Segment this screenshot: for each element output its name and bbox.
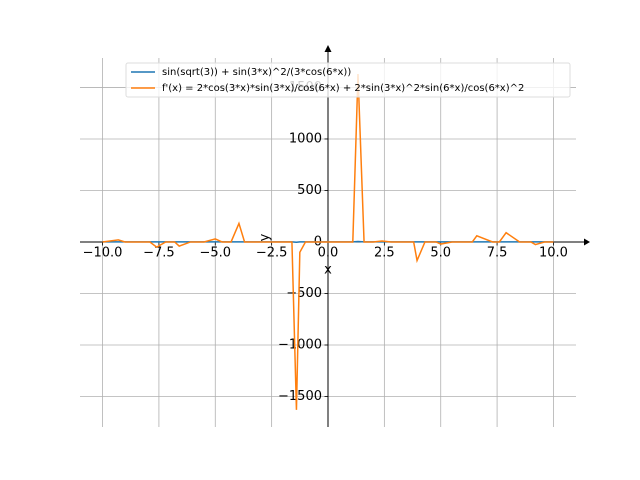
legend-box (125, 62, 571, 98)
x-tick-label: −2.5 (256, 245, 288, 260)
x-arrow (584, 238, 590, 246)
x-tick-label: 10.0 (539, 245, 568, 260)
x-axis-label: x (324, 262, 332, 277)
legend-label: sin(sqrt(3)) + sin(3*x)^2/(3*cos(6*x)) (162, 67, 351, 78)
legend-label: f'(x) = 2*cos(3*x)*sin(3*x)/cos(6*x) + 2… (162, 83, 524, 94)
x-tick-label: 2.5 (374, 245, 395, 260)
y-tick-label: −1000 (278, 337, 322, 352)
y-tick-label: −1500 (278, 389, 322, 404)
legend: sin(sqrt(3)) + sin(3*x)^2/(3*cos(6*x)) f'… (125, 62, 571, 98)
y-arrow (324, 45, 332, 52)
y-axis-label: y (258, 233, 273, 241)
x-tick-label: −10.0 (83, 245, 123, 260)
y-tick-label: 1000 (289, 131, 322, 146)
y-tick-label: −500 (286, 286, 322, 301)
x-tick-label: −7.5 (143, 245, 175, 260)
series-line (102, 74, 554, 410)
x-tick-label: 5.0 (430, 245, 451, 260)
y-tick-label: 500 (297, 183, 322, 198)
x-tick-label: 7.5 (487, 245, 508, 260)
x-tick-label: −5.0 (199, 245, 231, 260)
